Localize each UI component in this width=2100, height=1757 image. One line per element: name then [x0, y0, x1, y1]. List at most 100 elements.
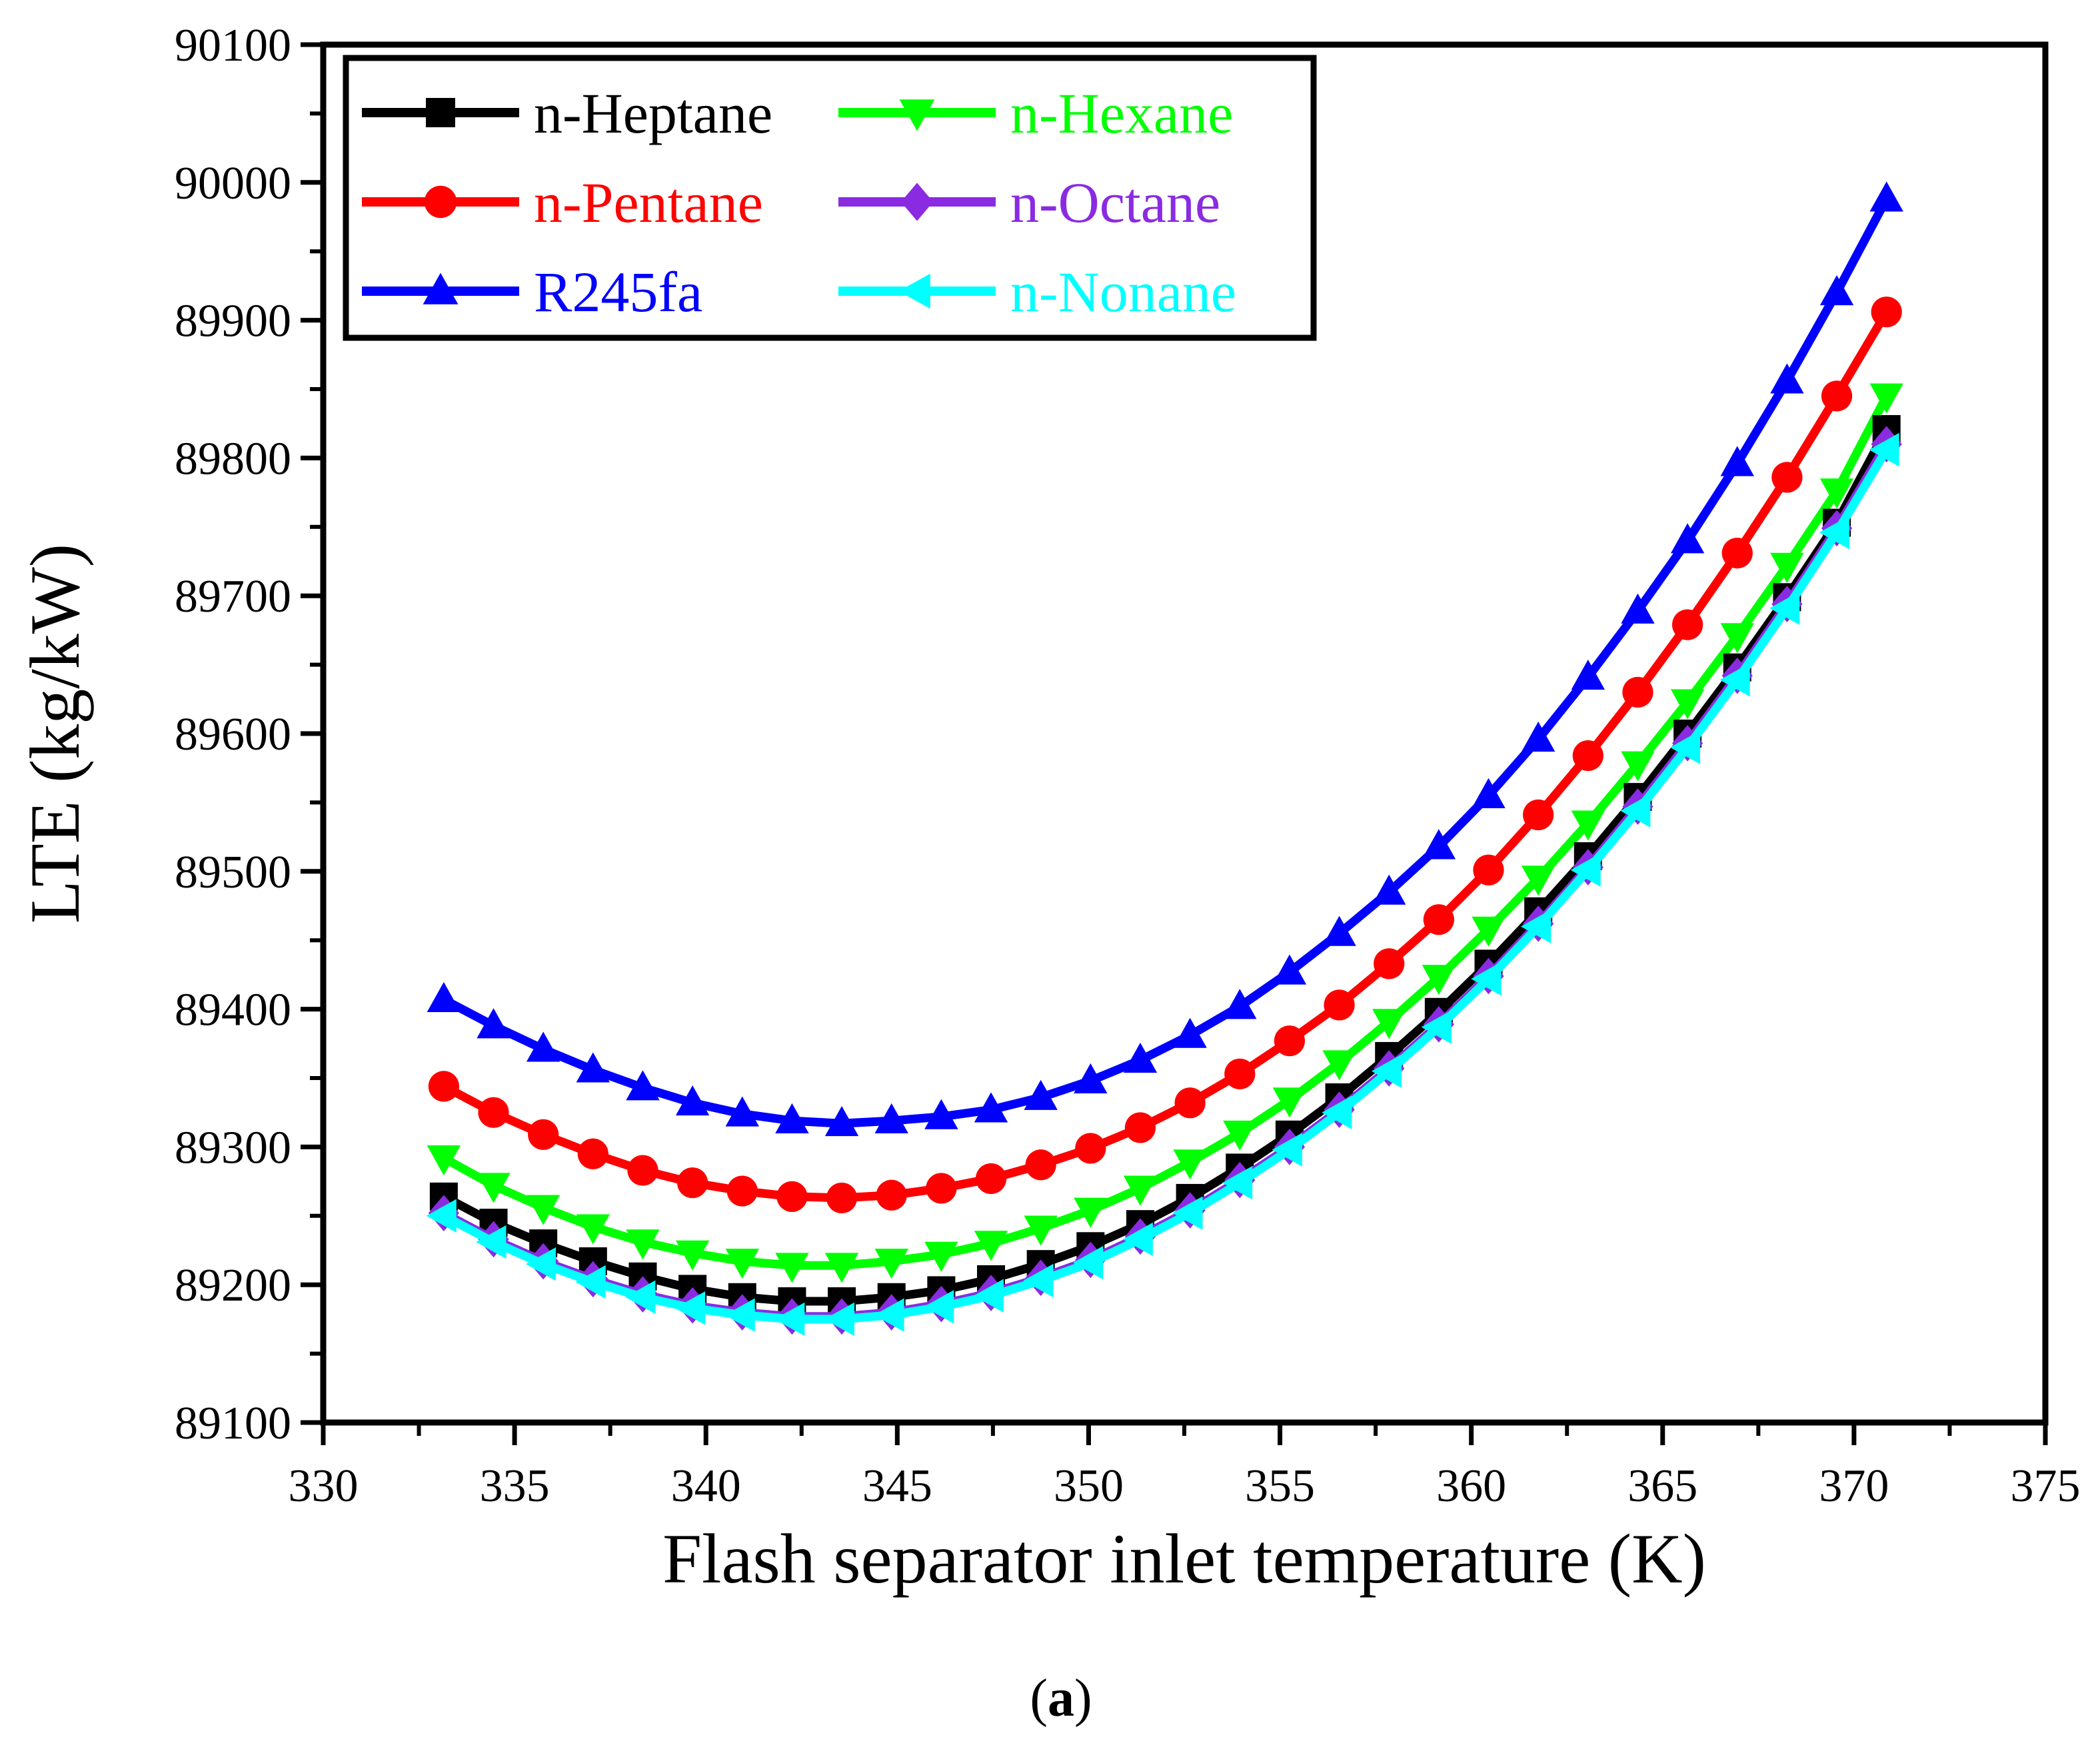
data-point-r245fa: [626, 1070, 660, 1101]
data-point-n-pentane: [677, 1167, 708, 1199]
data-point-n-pentane: [876, 1179, 907, 1211]
data-point-n-hexane: [526, 1195, 560, 1225]
data-point-n-nonane: [1570, 853, 1601, 887]
legend-label: R245fa: [534, 260, 702, 324]
axis-ticks: [301, 42, 2048, 1445]
data-point-r245fa: [824, 1105, 859, 1137]
data-point-r245fa: [576, 1052, 610, 1083]
x-tick-label: 340: [671, 1461, 741, 1512]
data-point-n-hexane: [775, 1253, 809, 1283]
x-tick-label: 375: [2011, 1461, 2081, 1512]
series-layer: [426, 181, 1903, 1337]
data-point-r245fa: [526, 1031, 560, 1062]
data-point-n-pentane: [1871, 296, 1902, 328]
data-point-n-hexane: [824, 1253, 859, 1283]
data-point-n-hexane: [1720, 623, 1754, 654]
data-point-n-nonane: [625, 1280, 656, 1315]
data-point-n-pentane: [1174, 1087, 1206, 1119]
series-n-hexane: [427, 383, 1903, 1283]
y-tick-labels: 89100 89200 89300 89400 89500 89600 89700 89800…: [175, 20, 291, 1449]
data-point-n-hexane: [1223, 1120, 1257, 1151]
y-tick-label: 89600: [175, 709, 291, 760]
legend-item-n-heptane: n-Heptane: [362, 81, 772, 145]
data-point-n-hexane: [675, 1240, 710, 1271]
data-point-r245fa: [1472, 778, 1506, 808]
data-point-n-hexane: [1074, 1197, 1108, 1228]
data-point-n-hexane: [1819, 478, 1854, 509]
data-point-n-pentane: [776, 1181, 808, 1212]
data-point-n-nonane: [1819, 515, 1849, 550]
data-point-n-pentane: [975, 1163, 1007, 1195]
legend-item-n-nonane: n-Nonane: [838, 260, 1236, 324]
subfigure-label: (a): [1030, 1669, 1092, 1728]
data-point-r245fa: [1621, 593, 1655, 624]
data-point-r245fa: [1770, 363, 1804, 394]
data-point-n-pentane: [1075, 1133, 1106, 1164]
data-point-n-pentane: [1025, 1149, 1056, 1181]
data-point-n-nonane: [525, 1247, 556, 1281]
legend-marker: [898, 273, 930, 309]
data-point-n-hexane: [477, 1173, 511, 1203]
data-point-n-nonane: [1520, 909, 1552, 943]
data-point-n-hexane: [1571, 810, 1605, 841]
data-point-n-nonane: [1172, 1196, 1203, 1230]
y-tick-label: 90000: [175, 158, 291, 209]
data-point-n-pentane: [1224, 1058, 1256, 1089]
legend-marker: [899, 99, 935, 131]
data-point-n-hexane: [1770, 552, 1804, 583]
data-point-n-pentane: [577, 1138, 608, 1169]
data-point-r245fa: [1123, 1042, 1158, 1073]
data-point-n-pentane: [1274, 1025, 1306, 1057]
data-point-n-hexane: [974, 1231, 1008, 1261]
data-point-n-hexane: [1024, 1215, 1058, 1246]
data-point-n-hexane: [1670, 689, 1705, 720]
x-tick-label: 360: [1436, 1461, 1506, 1512]
y-axis-label: LTE (kg/kW): [16, 544, 94, 923]
data-point-n-hexane: [1123, 1175, 1158, 1206]
data-point-n-hexane: [1272, 1087, 1307, 1118]
data-point-n-nonane: [674, 1291, 706, 1325]
data-point-r245fa: [1322, 915, 1356, 946]
data-point-r245fa: [1372, 874, 1406, 905]
data-point-r245fa: [1422, 829, 1456, 860]
data-point-n-nonane: [1471, 961, 1502, 996]
y-tick-label: 90100: [175, 20, 291, 71]
data-point-n-hexane: [1322, 1050, 1356, 1081]
subfigure-letter: a: [1048, 1669, 1074, 1728]
data-point-n-hexane: [1372, 1009, 1406, 1039]
legend-marker: [426, 98, 455, 127]
data-point-r245fa: [874, 1103, 908, 1134]
series-n-nonane: [426, 432, 1899, 1337]
data-point-r245fa: [675, 1085, 710, 1116]
data-point-n-hexane: [725, 1249, 759, 1279]
x-tick-label: 370: [1819, 1461, 1889, 1512]
data-point-n-pentane: [1622, 676, 1653, 708]
data-point-r245fa: [427, 981, 461, 1013]
data-point-n-nonane: [1073, 1245, 1104, 1280]
legend-item-n-hexane: n-Hexane: [838, 81, 1233, 145]
legend-label: n-Nonane: [1010, 260, 1236, 324]
data-point-n-nonane: [874, 1298, 904, 1332]
legend-marker: [424, 185, 457, 219]
data-point-n-nonane: [1669, 730, 1701, 764]
data-point-n-nonane: [476, 1225, 507, 1259]
data-point-n-hexane: [576, 1214, 610, 1245]
series-n-pentane: [428, 296, 1902, 1214]
data-point-n-nonane: [1322, 1095, 1352, 1129]
data-point-r245fa: [1173, 1017, 1207, 1048]
legend-label: n-Octane: [1010, 171, 1220, 235]
data-point-n-pentane: [1821, 380, 1853, 412]
data-point-n-pentane: [1324, 989, 1355, 1021]
y-tick-label: 89500: [175, 847, 291, 898]
data-point-r245fa: [725, 1096, 759, 1127]
data-point-r245fa: [1869, 181, 1903, 212]
data-point-n-hexane: [874, 1249, 908, 1279]
legend-marker: [900, 183, 934, 221]
series-r245fa: [427, 181, 1903, 1137]
data-point-n-nonane: [724, 1298, 755, 1332]
legend-marker: [423, 273, 459, 304]
x-axis-label: Flash separator inlet temperature (K): [662, 1520, 1706, 1598]
data-point-r245fa: [974, 1092, 1008, 1123]
data-point-n-pentane: [1672, 609, 1703, 640]
